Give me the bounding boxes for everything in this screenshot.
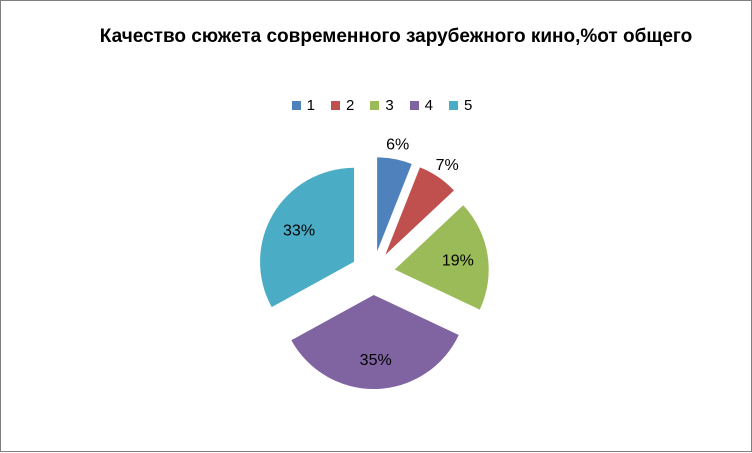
pie-slice-4 (291, 294, 459, 389)
pie-slice-2 (385, 167, 454, 255)
legend: 1 2 3 4 5 (1, 97, 752, 114)
legend-item-1: 1 (291, 97, 315, 114)
data-label-5: 33% (283, 222, 315, 239)
legend-label: 5 (464, 97, 473, 114)
pie-slice-1 (377, 157, 412, 252)
data-label-2: 7% (436, 157, 459, 174)
legend-swatch (449, 101, 459, 110)
data-label-4: 35% (360, 352, 392, 369)
legend-label: 2 (345, 97, 355, 114)
legend-item-5: 5 (449, 97, 472, 114)
chart-title: Качество сюжета современного зарубежного… (99, 26, 693, 47)
pie-slice-5 (260, 167, 355, 308)
legend-item-3: 3 (370, 97, 394, 114)
legend-item-2: 2 (330, 97, 355, 114)
legend-label: 4 (424, 97, 434, 114)
data-label-1: 6% (386, 136, 409, 153)
legend-swatch (291, 101, 301, 110)
legend-swatch (330, 101, 340, 110)
legend-swatch (409, 101, 419, 110)
legend-label: 3 (385, 97, 394, 114)
legend-swatch (370, 101, 380, 110)
pie-slice-3 (394, 205, 489, 310)
data-label-3: 19% (442, 253, 474, 270)
legend-label: 1 (306, 97, 315, 114)
legend-item-4: 4 (409, 97, 434, 114)
